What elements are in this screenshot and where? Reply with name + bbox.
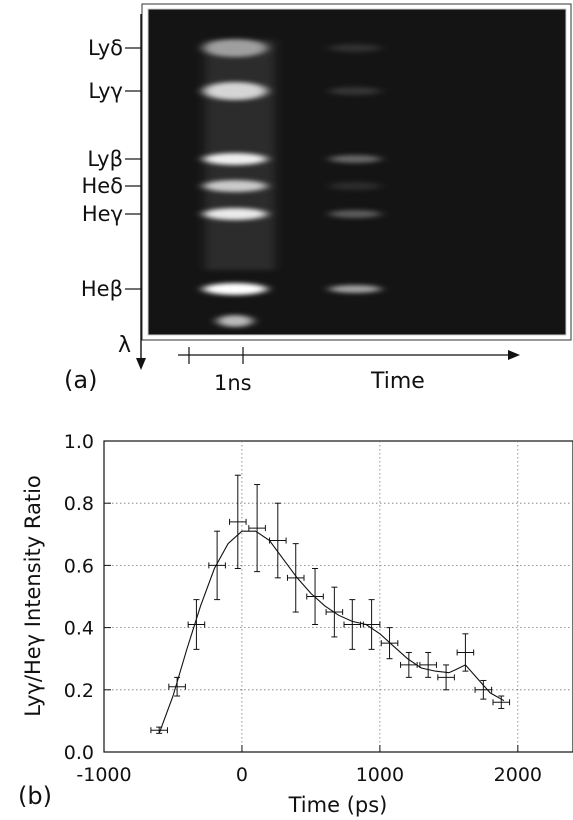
data-point xyxy=(362,599,381,650)
x-tick-label: 0 xyxy=(236,764,248,786)
x-tick-label: 1000 xyxy=(356,764,404,786)
x-tick-label: 2000 xyxy=(494,764,542,786)
data-point xyxy=(229,474,247,570)
data-point xyxy=(150,726,168,734)
spectral-line-label: Lyγ xyxy=(88,79,123,103)
wavelength-axis-arrowhead xyxy=(136,358,146,370)
y-tick-label: 0.8 xyxy=(64,493,94,515)
streak-emission-layer xyxy=(203,39,381,327)
data-points xyxy=(150,474,511,734)
panel-a: Lyδ Lyγ Lyβ Heδ Heγ Heβ λ 1ns Time (a) xyxy=(64,3,572,395)
panel-a-label: (a) xyxy=(64,366,97,394)
data-point xyxy=(269,502,287,579)
spectral-line-label: Heδ xyxy=(81,174,123,198)
emission-late xyxy=(329,210,381,218)
diffuse-emission xyxy=(205,40,275,270)
data-point xyxy=(187,599,206,650)
emission-late xyxy=(329,87,381,95)
fit-curve xyxy=(158,530,505,734)
spectral-line-labels: Lyδ Lyγ Lyβ Heδ Heγ Heβ xyxy=(81,36,141,301)
data-point xyxy=(474,679,493,700)
data-point xyxy=(325,586,344,638)
emission-early xyxy=(203,283,267,295)
spectral-line-label: Lyδ xyxy=(88,36,123,60)
y-tick-label: 0.6 xyxy=(64,555,94,577)
emission-late xyxy=(329,182,381,190)
y-axis-label: Lyγ/Heγ Intensity Ratio xyxy=(21,475,45,717)
data-point xyxy=(492,695,511,709)
spectral-line-label: Lyβ xyxy=(87,147,123,171)
data-point xyxy=(208,530,226,601)
spectral-line-label: Heβ xyxy=(81,277,123,301)
time-axis-arrowhead xyxy=(508,350,520,360)
data-point xyxy=(306,568,324,625)
spectral-line-label: Heγ xyxy=(82,202,123,226)
scale-bar-label: 1ns xyxy=(214,371,252,395)
data-point xyxy=(286,543,305,613)
panel-b-label: (b) xyxy=(18,782,52,810)
axis-ticks: -1000 0 1000 2000 0.0 0.2 0.4 0.6 0.8 1.0 xyxy=(64,431,542,786)
data-point xyxy=(437,664,455,691)
panel-b: -1000 0 1000 2000 0.0 0.2 0.4 0.6 0.8 1.0 Time (p… xyxy=(18,431,573,817)
data-point xyxy=(380,627,399,660)
y-tick-label: 0.4 xyxy=(64,618,94,640)
data-point xyxy=(343,599,362,650)
emission-late xyxy=(329,44,381,52)
data-point xyxy=(456,633,475,672)
x-tick-label: -1000 xyxy=(76,764,131,786)
data-point xyxy=(400,651,418,678)
wavelength-axis-label: λ xyxy=(118,333,131,358)
emission-early xyxy=(217,315,253,327)
emission-late xyxy=(329,285,381,293)
plot-area xyxy=(103,440,573,753)
emission-late xyxy=(329,155,381,163)
x-axis-label: Time (ps) xyxy=(288,793,388,817)
time-axis-label: Time xyxy=(370,369,425,394)
y-tick-label: 1.0 xyxy=(64,431,94,453)
y-tick-label: 0.2 xyxy=(64,680,94,702)
data-point xyxy=(248,484,266,573)
data-point xyxy=(419,651,437,678)
y-tick-label: 0.0 xyxy=(64,742,94,764)
data-point xyxy=(168,676,186,697)
